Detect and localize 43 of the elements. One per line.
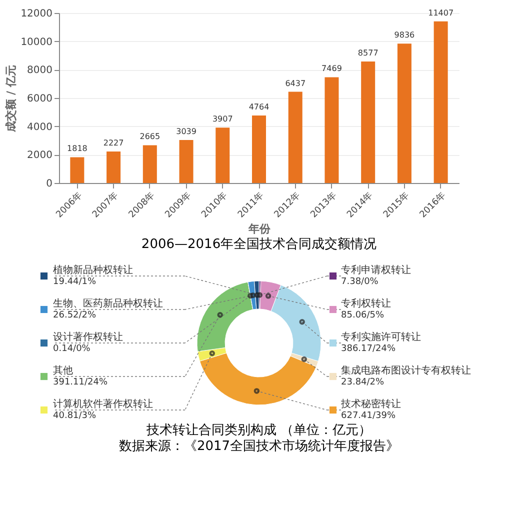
- data-label: 6437: [285, 78, 306, 88]
- legend-label: 生物、医药新品种权转让: [53, 298, 163, 310]
- source-note: 数据来源：《2017全国技术市场统计年度报告》: [118, 438, 400, 454]
- y-tick-label: 6000: [27, 94, 52, 104]
- data-label: 3907: [212, 114, 233, 124]
- data-label: 2665: [140, 132, 160, 142]
- x-axis-title: 年份: [248, 222, 272, 236]
- y-tick-label: 4000: [27, 122, 52, 133]
- legend-label: 设计著作权转让: [53, 331, 123, 343]
- legend-label: 其他: [53, 364, 73, 376]
- data-label: 627.41/39%: [341, 411, 396, 421]
- legend-label: 集成电路布图设计专有权转让: [341, 364, 471, 376]
- data-label: 26.52/2%: [53, 310, 97, 320]
- data-label: 386.17/24%: [341, 344, 396, 354]
- y-tick-label: 8000: [27, 65, 52, 76]
- data-label: 19.44/1%: [53, 277, 97, 287]
- legend-label: 植物新品种权转让: [53, 264, 133, 276]
- data-label: 11407: [428, 8, 454, 18]
- data-label: 7469: [322, 64, 342, 74]
- text: 2006—2016年全国技术合同成交额情况: [141, 236, 377, 252]
- data-label: 40.81/3%: [53, 411, 97, 421]
- legend-label: 专利权转让: [341, 298, 391, 310]
- text: 技术转让合同类别构成 （单位：亿元）: [145, 423, 372, 438]
- y-tick-label: 12000: [20, 8, 52, 20]
- data-label: 7.38/0%: [341, 277, 379, 287]
- data-label: 0.14/0%: [53, 344, 91, 354]
- y-axis-title: 成交额 / 亿元: [4, 65, 18, 133]
- data-label: 23.84/2%: [341, 378, 385, 388]
- data-label: 9836: [394, 30, 415, 40]
- data-label: 4764: [248, 102, 270, 112]
- data-label: 3039: [176, 126, 196, 136]
- data-label: 8577: [358, 48, 378, 58]
- legend-label: 计算机软件著作权转让: [53, 398, 153, 410]
- y-tick-label: 2000: [27, 150, 52, 162]
- y-tick-label: 10000: [20, 36, 52, 48]
- legend-label: 专利实施许可转让: [341, 331, 421, 343]
- data-label: 2227: [103, 138, 124, 148]
- legend-label: 专利申请权转让: [341, 264, 411, 276]
- y-tick-label: 0: [46, 178, 52, 190]
- legend-label: 技术秘密转让: [340, 398, 401, 410]
- data-label: 85.06/5%: [341, 310, 385, 320]
- data-label: 391.11/24%: [53, 378, 108, 388]
- data-label: 1818: [67, 144, 88, 154]
